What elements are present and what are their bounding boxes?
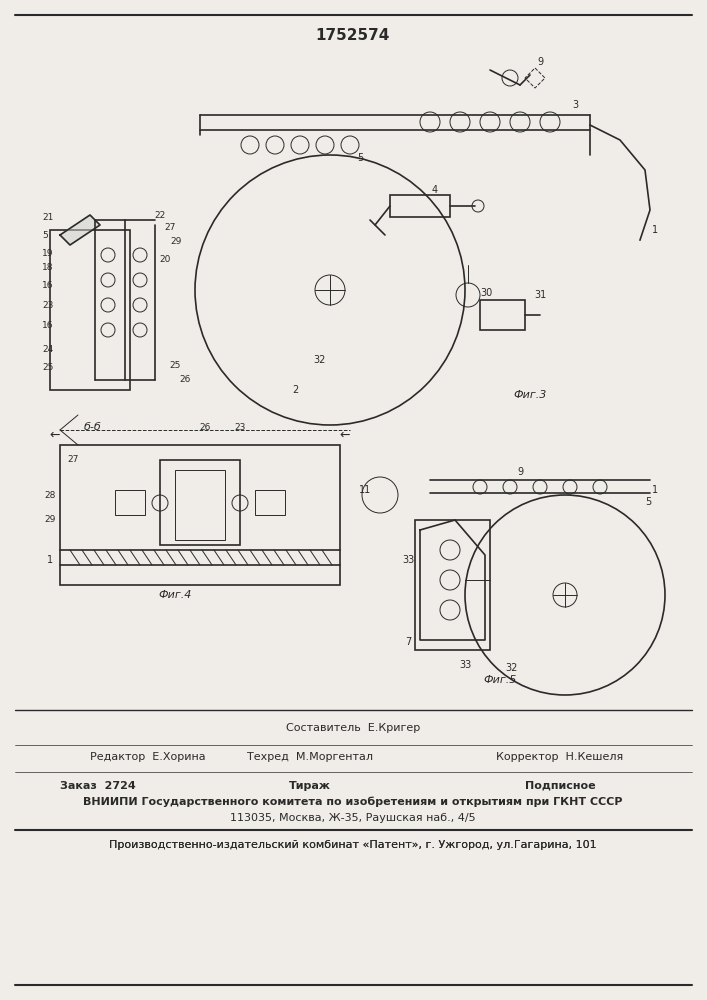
Text: 16: 16 — [42, 320, 54, 330]
Text: 31: 31 — [534, 290, 546, 300]
Text: ←: ← — [340, 428, 350, 442]
Text: 23: 23 — [234, 422, 246, 432]
Text: Фиг.5: Фиг.5 — [484, 675, 517, 685]
Text: Корректор  Н.Кешеля: Корректор Н.Кешеля — [496, 752, 624, 762]
Text: 24: 24 — [42, 346, 53, 355]
Text: Производственно-издательский комбинат «Патент», г. Ужгород, ул.Гагарина, 101: Производственно-издательский комбинат «П… — [109, 840, 597, 850]
Text: 28: 28 — [45, 490, 56, 499]
Bar — [50, 230, 130, 390]
Polygon shape — [60, 215, 100, 245]
Text: 25: 25 — [169, 360, 181, 369]
Text: ←: ← — [49, 428, 60, 442]
Bar — [415, 520, 490, 650]
Text: 19: 19 — [42, 248, 54, 257]
Text: Составитель  Е.Кригер: Составитель Е.Кригер — [286, 723, 420, 733]
Bar — [255, 490, 285, 515]
Bar — [60, 445, 340, 585]
Text: 29: 29 — [45, 516, 56, 524]
Text: 5: 5 — [645, 497, 651, 507]
Text: Подписное: Подписное — [525, 781, 595, 791]
Text: 27: 27 — [67, 456, 78, 464]
Text: 11: 11 — [359, 485, 371, 495]
Text: 23: 23 — [42, 300, 53, 310]
Text: 21: 21 — [42, 214, 53, 223]
Bar — [390, 195, 450, 217]
Bar — [175, 470, 225, 540]
Text: ВНИИПИ Государственного комитета по изобретениям и открытиям при ГКНТ СССР: ВНИИПИ Государственного комитета по изоб… — [83, 797, 623, 807]
Text: 32: 32 — [506, 663, 518, 673]
Text: 33: 33 — [402, 555, 414, 565]
Text: Фиг.3: Фиг.3 — [513, 390, 547, 400]
Text: 16: 16 — [42, 280, 54, 290]
Text: 26: 26 — [199, 422, 211, 432]
Text: Производственно-издательский комбинат «Патент», г. Ужгород, ул.Гагарина, 101: Производственно-издательский комбинат «П… — [109, 840, 597, 850]
Bar — [160, 460, 240, 545]
Text: Фиг.4: Фиг.4 — [158, 590, 192, 600]
Bar — [115, 490, 145, 515]
Text: 4: 4 — [432, 185, 438, 195]
Text: 26: 26 — [180, 375, 191, 384]
Text: б-б: б-б — [84, 422, 102, 432]
Text: Техред  М.Моргентал: Техред М.Моргентал — [247, 752, 373, 762]
Text: 32: 32 — [314, 355, 326, 365]
Text: 20: 20 — [159, 255, 170, 264]
Text: 7: 7 — [405, 637, 411, 647]
Text: 30: 30 — [480, 288, 492, 298]
Bar — [480, 300, 525, 330]
Text: 1752574: 1752574 — [316, 27, 390, 42]
Text: 113035, Москва, Ж-35, Раушская наб., 4/5: 113035, Москва, Ж-35, Раушская наб., 4/5 — [230, 813, 476, 823]
Text: 22: 22 — [154, 211, 165, 220]
Text: 1: 1 — [652, 485, 658, 495]
Text: 1: 1 — [47, 555, 53, 565]
Text: 33: 33 — [459, 660, 471, 670]
Text: 1: 1 — [652, 225, 658, 235]
Text: 29: 29 — [170, 237, 182, 246]
Text: Редактор  Е.Хорина: Редактор Е.Хорина — [90, 752, 206, 762]
Text: Тираж: Тираж — [289, 781, 331, 791]
Text: 9: 9 — [517, 467, 523, 477]
Text: 5: 5 — [42, 231, 48, 239]
Text: 25: 25 — [42, 363, 53, 372]
Text: 3: 3 — [572, 100, 578, 110]
Text: 27: 27 — [164, 224, 175, 232]
Text: Заказ  2724: Заказ 2724 — [60, 781, 136, 791]
Text: 2: 2 — [292, 385, 298, 395]
Text: 18: 18 — [42, 263, 54, 272]
Text: 5: 5 — [357, 153, 363, 163]
Text: 9: 9 — [537, 57, 543, 67]
